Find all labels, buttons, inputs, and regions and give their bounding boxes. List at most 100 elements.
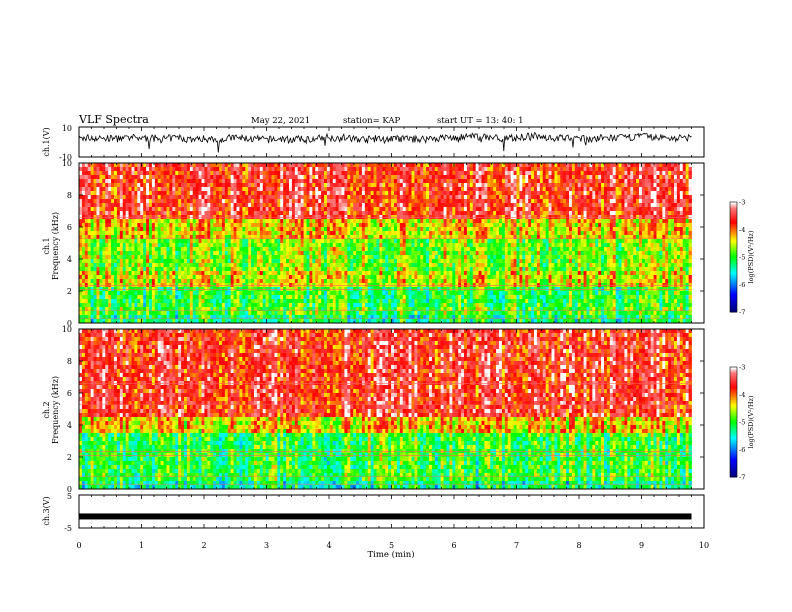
spectrogram-cell [391, 247, 394, 251]
spectrogram-cell [487, 195, 490, 199]
spectrogram-cell [304, 235, 307, 239]
spectrogram-cell [464, 191, 467, 195]
spectrogram-cell [522, 227, 525, 231]
spectrogram-cell [321, 251, 324, 255]
spectrogram-cell [674, 179, 677, 183]
spectrogram-cell [429, 223, 432, 227]
spectrogram-cell [525, 191, 528, 195]
spectrogram-cell [368, 235, 371, 239]
spectrogram-cell [184, 223, 187, 227]
spectrogram-cell [178, 231, 181, 235]
spectrogram-cell [499, 203, 502, 207]
spectrogram-cell [169, 175, 172, 179]
spectrogram-cell [560, 183, 563, 187]
spectrogram-cell [677, 211, 680, 215]
spectrogram-cell [686, 207, 689, 211]
spectrogram-cell [304, 179, 307, 183]
spectrogram-cell [575, 171, 578, 175]
spectrogram-cell [251, 231, 254, 235]
spectrogram-cell [680, 219, 683, 223]
spectrogram-cell [263, 183, 266, 187]
spectrogram-cell [426, 195, 429, 199]
spectrogram-cell [260, 211, 263, 215]
spectrogram-cell [365, 171, 368, 175]
spectrogram-cell [202, 247, 205, 251]
spectrogram-cell [522, 171, 525, 175]
spectrogram-cell [444, 163, 447, 167]
spectrogram-cell [202, 219, 205, 223]
spectrogram-cell [152, 251, 155, 255]
spectrogram-cell [327, 183, 330, 187]
spectrogram-cell [120, 175, 123, 179]
spectrogram-cell [502, 247, 505, 251]
spectrogram-cell [193, 203, 196, 207]
spectrogram-cell [528, 231, 531, 235]
spectrogram-cell [452, 167, 455, 171]
spectrogram-cell [406, 235, 409, 239]
spectrogram-cell [496, 199, 499, 203]
spectrogram-cell [178, 207, 181, 211]
spectrogram-cell [146, 207, 149, 211]
spectrogram-cell [557, 175, 560, 179]
spectrogram-cell [397, 211, 400, 215]
spectrogram-cell [639, 243, 642, 247]
spectrogram-cell [630, 203, 633, 207]
spectrogram-cell [187, 251, 190, 255]
spectrogram-cell [283, 251, 286, 255]
spectrogram-cell [624, 239, 627, 243]
spectrogram-cell [587, 175, 590, 179]
spectrogram-cell [85, 235, 88, 239]
spectrogram-cell [493, 195, 496, 199]
spectrogram-cell [435, 183, 438, 187]
spectrogram-cell [648, 235, 651, 239]
spectrogram-cell [237, 211, 240, 215]
spectrogram-cell [117, 163, 120, 167]
spectrogram-cell [164, 211, 167, 215]
spectrogram-cell [222, 211, 225, 215]
spectrogram-cell [557, 219, 560, 223]
spectrogram-cell [505, 227, 508, 231]
spectrogram-cell [117, 203, 120, 207]
spectrogram-cell [654, 227, 657, 231]
spectrogram-cell [257, 207, 260, 211]
spectrogram-cell [671, 251, 674, 255]
spectrogram-cell [263, 223, 266, 227]
spectrogram-cell [438, 211, 441, 215]
spectrogram-cell [595, 223, 598, 227]
spectrogram-cell [245, 231, 248, 235]
spectrogram-cell [403, 243, 406, 247]
spectrogram-cell [193, 211, 196, 215]
spectrogram-cell [400, 235, 403, 239]
spectrogram-cell [304, 243, 307, 247]
spectrogram-cell [344, 195, 347, 199]
spectrogram-cell [239, 231, 242, 235]
spectrogram-cell [482, 195, 485, 199]
spectrogram-cell [610, 239, 613, 243]
spectrogram-cell [164, 195, 167, 199]
spectrogram-cell [286, 171, 289, 175]
spectrogram-cell [668, 211, 671, 215]
spectrogram-cell [686, 191, 689, 195]
spectrogram-cell [589, 203, 592, 207]
spectrogram-cell [257, 191, 260, 195]
spectrogram-cell [222, 179, 225, 183]
spectrogram-cell [292, 251, 295, 255]
spectrogram-cell [584, 171, 587, 175]
spectrogram-cell [239, 219, 242, 223]
spectrogram-cell [444, 247, 447, 251]
spectrogram-cell [365, 175, 368, 179]
spectrogram-cell [158, 203, 161, 207]
spectrogram-cell [601, 167, 604, 171]
spectrogram-cell [627, 223, 630, 227]
spectrogram-cell [444, 231, 447, 235]
spectrogram-cell [511, 187, 514, 191]
spectrogram-cell [269, 227, 272, 231]
spectrogram-cell [648, 219, 651, 223]
spectrogram-cell [199, 227, 202, 231]
spectrogram-cell [245, 171, 248, 175]
spectrogram-cell [327, 179, 330, 183]
spectrogram-cell [674, 171, 677, 175]
spectrogram-cell [172, 203, 175, 207]
spectrogram-cell [414, 203, 417, 207]
spectrogram-cell [514, 219, 517, 223]
